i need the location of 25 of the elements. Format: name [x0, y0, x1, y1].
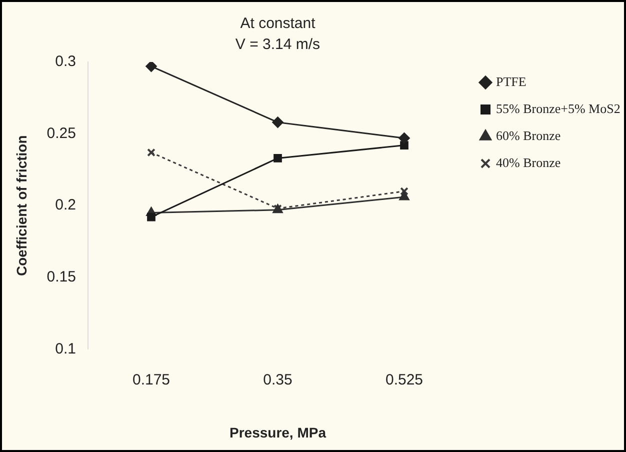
- x-axis-title: Pressure, MPa: [229, 424, 326, 440]
- legend-label: 40% Bronze: [496, 154, 561, 170]
- point: [399, 191, 410, 200]
- x-tick-label: 0.35: [263, 371, 292, 388]
- x-tick-label: 0.525: [385, 371, 424, 388]
- legend-label: PTFE: [496, 74, 526, 89]
- y-tick-label: 0.1: [55, 340, 76, 358]
- y-tick-label: 0.3: [55, 53, 76, 70]
- x-tick-label: 0.175: [132, 371, 170, 388]
- text: At constant: [240, 15, 316, 32]
- point: [398, 132, 410, 144]
- y-tick-label: 0.25: [46, 124, 76, 142]
- point: [272, 116, 284, 128]
- point: [147, 148, 156, 157]
- point: [400, 187, 408, 196]
- point: [274, 154, 282, 162]
- y-tick-label: 0.2: [55, 196, 76, 214]
- y-axis-title: Coefficient of friction: [13, 135, 30, 276]
- legend-label: 55% Bronze+5% MoS2: [496, 100, 620, 116]
- point: [147, 212, 156, 222]
- point: [400, 141, 408, 150]
- text: V = 3.14 m/s: [235, 36, 320, 54]
- y-tick-label: 0.15: [46, 268, 76, 286]
- legend-label: 60% Bronze: [496, 128, 561, 143]
- point: [146, 62, 157, 72]
